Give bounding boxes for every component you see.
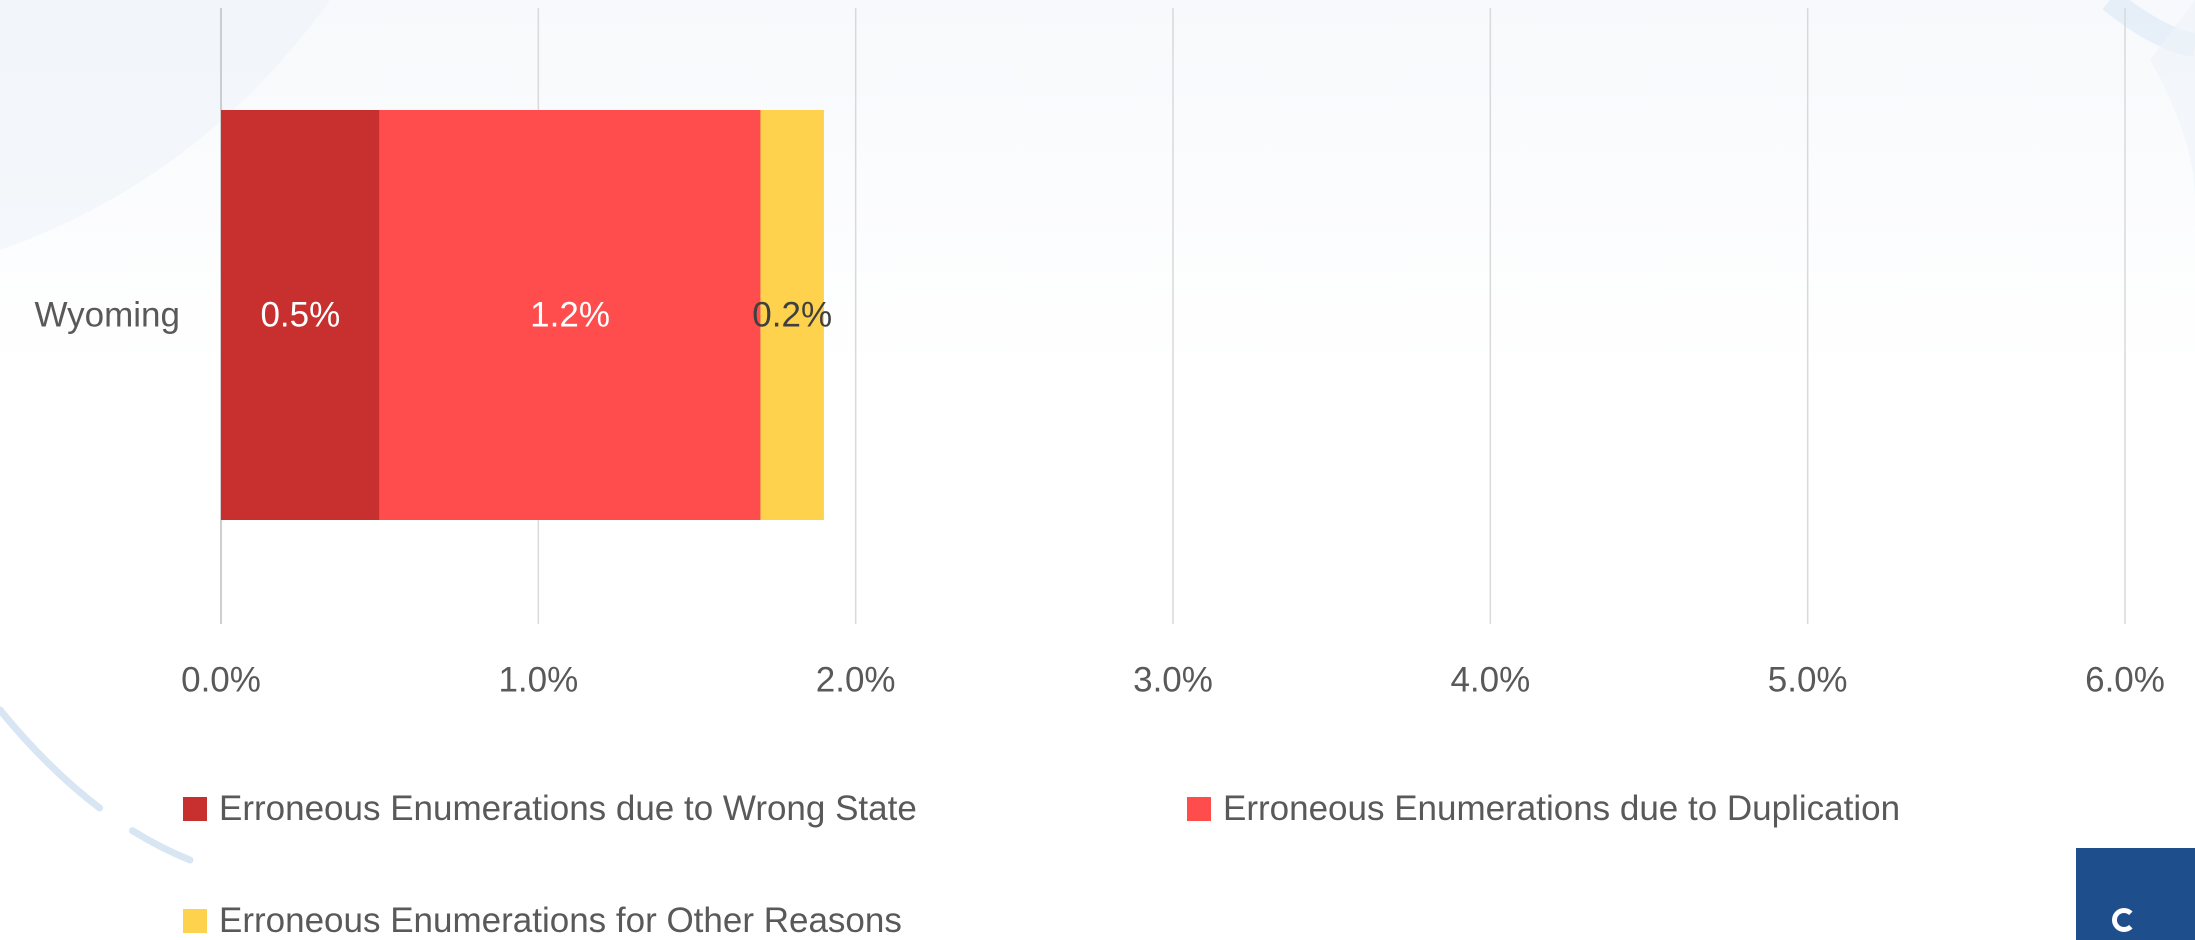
bar-segment-0: [221, 110, 380, 520]
bar-segment-2: [760, 110, 824, 520]
bar-segment-1: [379, 110, 761, 520]
category-label-0: Wyoming: [34, 295, 180, 334]
x-tick-label-6: 6.0%: [2085, 660, 2165, 699]
data-labels: 0.5% 1.2% 0.2%: [260, 295, 832, 334]
data-label-0: 0.5%: [260, 295, 340, 334]
x-tick-label-0: 0.0%: [181, 660, 261, 699]
x-axis-ticks: 0.0% 1.0% 2.0% 3.0% 4.0% 5.0% 6.0%: [181, 660, 2165, 699]
x-tick-label-3: 3.0%: [1133, 660, 1213, 699]
data-label-2: 0.2%: [752, 295, 832, 334]
x-tick-label-1: 1.0%: [498, 660, 578, 699]
data-label-1: 1.2%: [530, 295, 610, 334]
census-logo: [2076, 848, 2195, 940]
logo-mark-icon: [2112, 908, 2136, 932]
x-tick-label-4: 4.0%: [1450, 660, 1530, 699]
x-tick-label-2: 2.0%: [816, 660, 896, 699]
category-axis: Wyoming: [34, 295, 180, 334]
bar-series: [221, 110, 824, 520]
x-tick-label-5: 5.0%: [1768, 660, 1848, 699]
